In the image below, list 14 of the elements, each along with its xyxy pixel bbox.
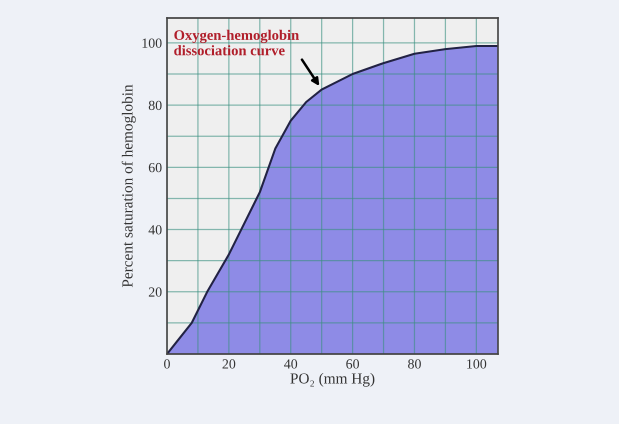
y-tick-label: 20 <box>148 287 162 297</box>
y-axis-title: Percent saturation of hemoglobin <box>122 84 136 288</box>
y-tick-label: 60 <box>148 162 162 172</box>
y-tick-label: 40 <box>148 225 162 235</box>
x-tick-label: 0 <box>164 359 170 369</box>
x-tick-label: 60 <box>346 359 360 369</box>
y-tick-label: 100 <box>142 38 162 48</box>
x-tick-label: 40 <box>284 359 298 369</box>
x-axis-title: PO₂ (mm Hg) <box>290 372 374 387</box>
x-tick-label: 80 <box>408 359 421 369</box>
annotation: Oxygen-hemoglobin dissociation curve <box>174 30 299 56</box>
y-tick-label: 80 <box>148 100 162 110</box>
x-tick-label: 100 <box>467 359 486 369</box>
x-tick-label: 20 <box>222 359 236 369</box>
